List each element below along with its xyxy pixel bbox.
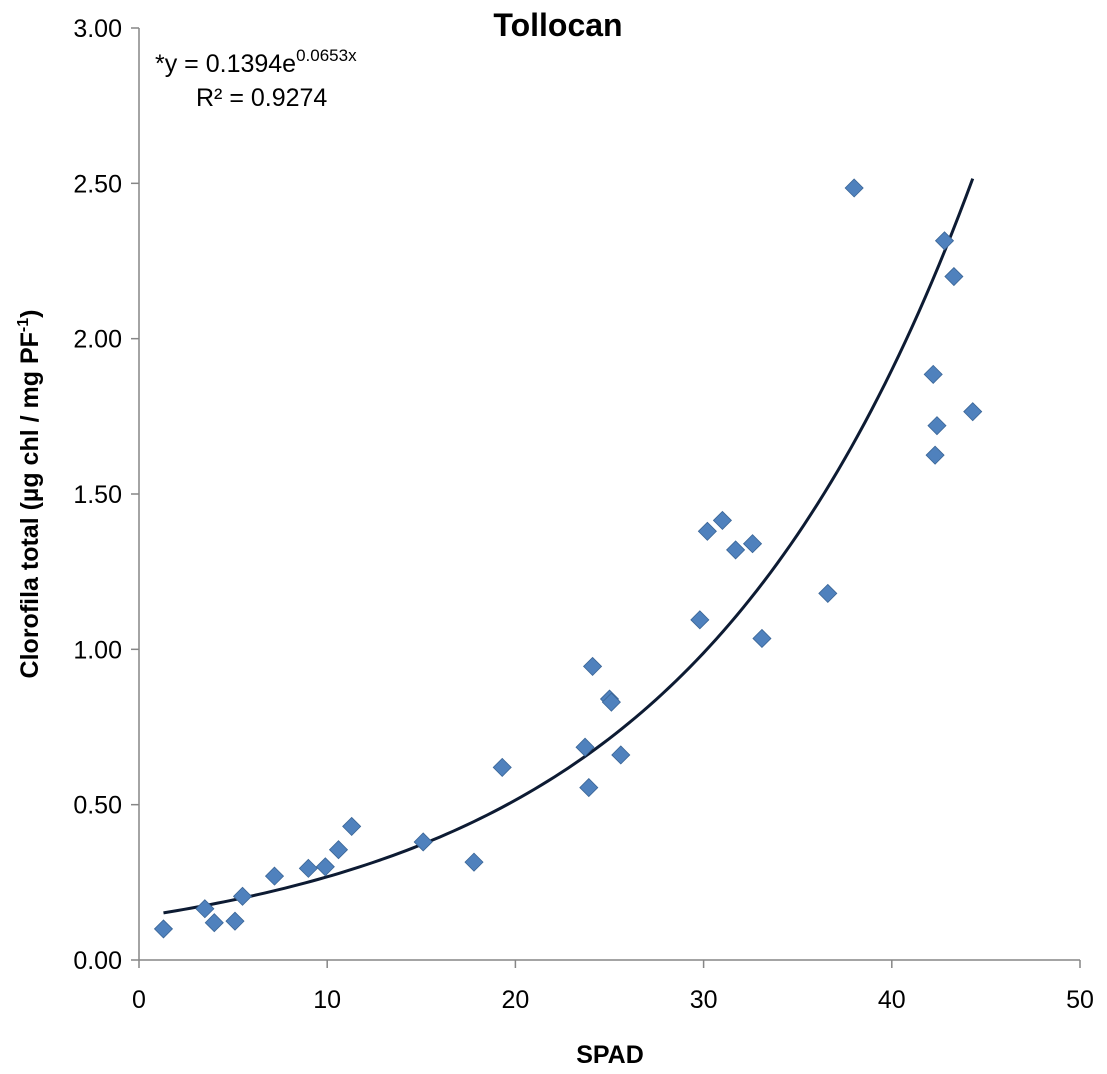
- y-axis-label-superscript: -1: [15, 318, 32, 332]
- data-point: [204, 913, 224, 933]
- x-axis-ticks: 0 10 20 30 40 50: [132, 960, 1094, 1014]
- r-squared-label: R² = 0.9274: [196, 84, 327, 112]
- data-point: [712, 510, 732, 530]
- data-point: [232, 886, 253, 906]
- data-point: [963, 402, 983, 422]
- data-point: [726, 540, 746, 560]
- data-point: [690, 610, 710, 630]
- data-point: [464, 852, 484, 872]
- data-point: [579, 778, 599, 798]
- x-axis-label: SPAD: [576, 1041, 644, 1069]
- data-point: [575, 737, 595, 757]
- data-point: [413, 832, 433, 852]
- data-point: [225, 911, 245, 931]
- y-tick-label: 3.00: [73, 15, 122, 43]
- data-point: [342, 816, 362, 836]
- y-axis-ticks: 0.00 0.50 1.00 1.50 2.00 2.50 3.00: [73, 15, 139, 975]
- data-point: [298, 858, 318, 878]
- axes: [138, 28, 1080, 961]
- data-point: [264, 866, 285, 886]
- y-tick-label: 0.00: [73, 947, 122, 975]
- chart-title: Tollocan: [493, 7, 622, 43]
- data-point: [611, 745, 631, 765]
- data-point: [925, 445, 945, 465]
- data-point: [582, 656, 603, 676]
- x-tick-label: 50: [1066, 986, 1094, 1014]
- data-point: [934, 231, 955, 251]
- data-point: [923, 364, 943, 384]
- y-tick-label: 0.50: [73, 792, 122, 820]
- y-axis-label-main: Clorofila total (µg chl / mg PF: [16, 332, 44, 678]
- data-point: [195, 899, 215, 919]
- data-point: [944, 266, 964, 287]
- y-tick-label: 1.00: [73, 636, 122, 664]
- data-point: [742, 534, 763, 554]
- trendline: [163, 178, 975, 915]
- data-point: [844, 178, 864, 198]
- data-point: [601, 692, 621, 712]
- y-axis-label-end: ): [16, 310, 44, 318]
- x-tick-label: 30: [690, 986, 718, 1014]
- data-point: [328, 840, 349, 860]
- y-tick-label: 2.00: [73, 326, 122, 354]
- trend-equation-exponent: 0.0653x: [296, 46, 357, 65]
- x-tick-label: 0: [132, 986, 146, 1014]
- y-tick-label: 2.50: [73, 170, 122, 198]
- data-point: [752, 628, 772, 649]
- trend-equation-base: *y = 0.1394e: [155, 50, 296, 78]
- data-point: [697, 521, 717, 541]
- y-axis-label: Clorofila total (µg chl / mg PF-1): [15, 310, 44, 679]
- y-tick-label: 1.50: [73, 481, 122, 509]
- x-tick-label: 10: [313, 986, 341, 1014]
- data-point: [492, 757, 512, 777]
- x-tick-label: 40: [878, 986, 906, 1014]
- data-point: [153, 919, 174, 939]
- x-tick-label: 20: [501, 986, 529, 1014]
- data-point: [927, 416, 947, 436]
- data-points: [153, 178, 983, 939]
- trend-equation: *y = 0.1394e0.0653x: [155, 46, 357, 78]
- data-point: [315, 857, 335, 877]
- data-point: [818, 583, 838, 603]
